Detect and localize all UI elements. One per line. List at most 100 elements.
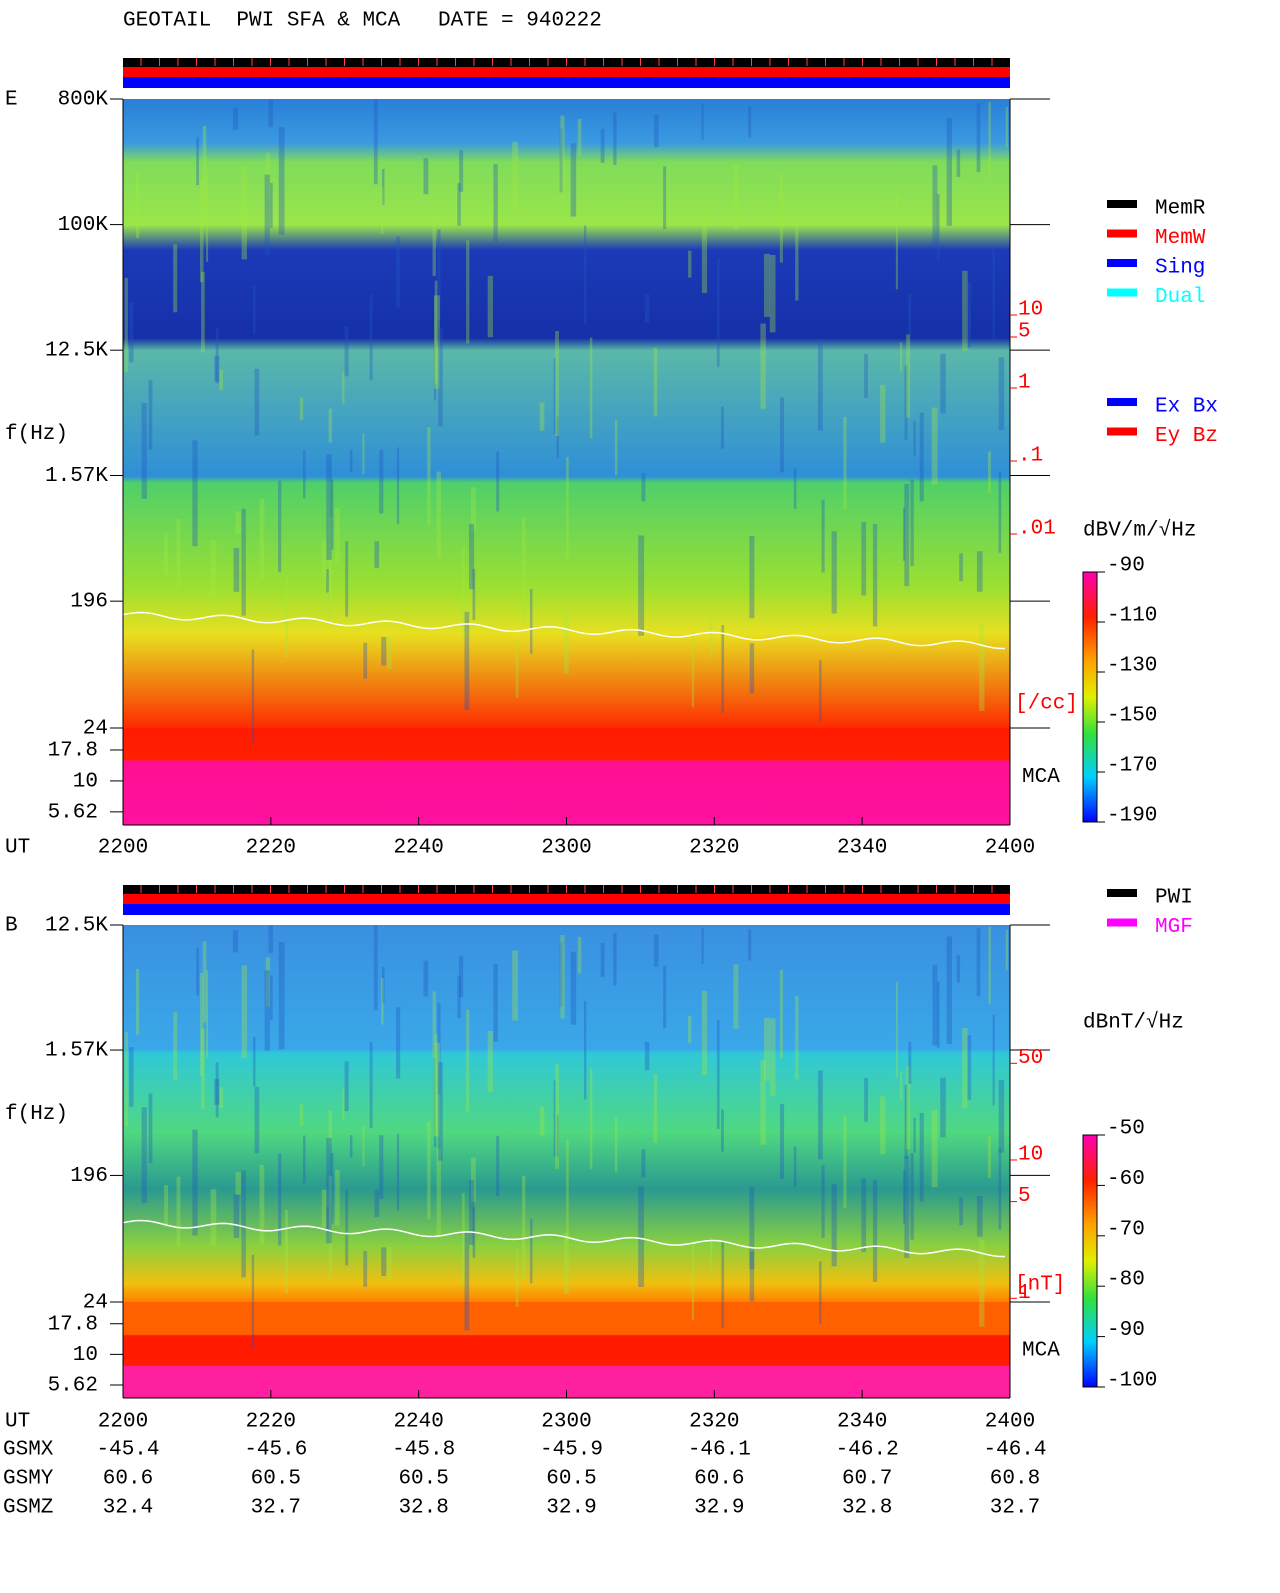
y-tick-label: 1.57K [45,1040,108,1063]
spectrogram-texture [716,257,720,367]
spectrogram-texture [251,1254,255,1350]
spectrogram-texture [196,948,200,996]
spectrogram-texture [560,934,565,1019]
x-tick-label: 2300 [541,837,591,860]
spectrogram-texture [872,524,878,627]
status-bar [123,904,1010,915]
spectrogram-texture [701,103,704,140]
spectrogram-texture [733,964,739,1029]
spectrogram-texture [469,523,475,590]
y-tick-label: 24 [83,1292,108,1315]
spectrogram-texture [691,630,695,708]
x-tick-label: 2240 [393,837,443,860]
spectrogram-texture [539,402,545,431]
spectrogram-texture [278,1153,282,1246]
density-tick-label: 50 [1018,1047,1043,1070]
spectrogram-texture [396,447,400,525]
spectrogram-texture [253,285,256,335]
mca-tick-label: 17.8 [48,740,98,763]
orbit-value: 32.7 [990,1497,1040,1520]
spectrogram-texture [998,471,1002,553]
spectrogram-texture [259,499,265,579]
orbit-value: -46.4 [983,1439,1046,1462]
orbit-name: GSMY [3,1468,54,1491]
orbit-value: 60.6 [103,1468,153,1491]
orbit-value: 32.4 [103,1497,153,1520]
spectrogram-texture [861,1178,867,1253]
spectrogram-texture [344,326,349,377]
orbit-value: 60.5 [398,1468,448,1491]
legend-swatch [1107,259,1137,267]
spectrogram-texture [363,1250,368,1287]
orbit-name: GSMZ [3,1497,53,1520]
spectrogram-texture [760,323,766,409]
spectrogram-texture [241,965,247,1059]
spectrogram-texture [946,118,952,226]
spectrogram-texture [940,353,946,414]
spectrogram-texture [906,334,911,418]
spectrogram-texture [342,1088,345,1121]
spectrogram-texture [496,1136,500,1197]
spectrogram-texture [560,115,565,200]
spectrogram-texture [976,551,983,592]
spectrogram-texture [976,103,981,173]
spectrogram-texture [979,1239,985,1327]
status-bar [123,894,1010,904]
spectrogram-texture [763,1017,770,1081]
spectrogram-texture [235,511,241,535]
spectrogram-texture [821,1165,825,1238]
spectrogram-texture [124,277,128,373]
x-tick-label: 2340 [837,1411,887,1434]
spectrogram-texture [487,1030,493,1093]
spectrogram-texture [613,933,617,986]
spectrogram-texture [962,270,968,351]
spectrogram-texture [779,173,783,263]
spectrogram-texture [470,487,476,532]
colorbar-tick-label: -80 [1107,1269,1145,1292]
x-tick-label: 2320 [689,1411,739,1434]
spectrogram-texture [214,355,220,382]
spectrogram-texture [904,365,908,440]
spectrogram-texture [381,187,384,235]
spectrogram-texture [335,1170,340,1226]
y-tick-label: 1.57K [45,465,108,488]
spectrogram-texture [919,412,924,502]
spectrogram-texture [457,183,461,226]
spectrogram-texture [512,950,519,1021]
spectrogram-texture [763,253,770,317]
spectrogram-texture [264,174,270,255]
spectrogram-texture [987,451,991,494]
x-tick-label: 2400 [985,837,1035,860]
spectrogram-texture [589,337,593,439]
colorbar-tick-label: -130 [1107,655,1157,678]
spectrogram-texture [303,1135,306,1184]
spectrogram-texture [379,1135,384,1200]
orbit-value: 60.7 [842,1468,892,1491]
spectrogram-texture [374,1190,380,1217]
spectrogram-texture [512,141,519,212]
spectrogram-texture [328,517,333,620]
spectrogram-texture [553,1080,556,1157]
x-tick-label: 2200 [98,1411,148,1434]
spectrogram-texture [653,1074,658,1143]
spectrogram-texture [959,553,963,582]
orbit-value: -45.4 [96,1439,159,1462]
spectrogram-texture [374,541,380,569]
panel-label: E [5,89,18,112]
spectrogram-texture [956,149,961,177]
spectrogram-texture [434,280,438,384]
spectrogram-texture [998,1148,1002,1230]
spectrogram-texture [946,936,952,1045]
spectrogram-texture [379,449,384,514]
colorbar-label: dBV/m/√Hz [1083,519,1196,543]
spectrogram-texture [663,166,667,230]
density-trace [122,611,1006,650]
spectrogram-texture [831,1184,837,1267]
status-bar [123,77,1010,88]
spectrogram-texture [821,499,825,573]
spectrogram-texture [214,1078,220,1105]
spectrogram-texture [173,1012,178,1081]
spectrogram-texture [369,294,373,381]
spectrogram-texture [199,179,204,283]
spectrogram-texture [998,1079,1005,1153]
